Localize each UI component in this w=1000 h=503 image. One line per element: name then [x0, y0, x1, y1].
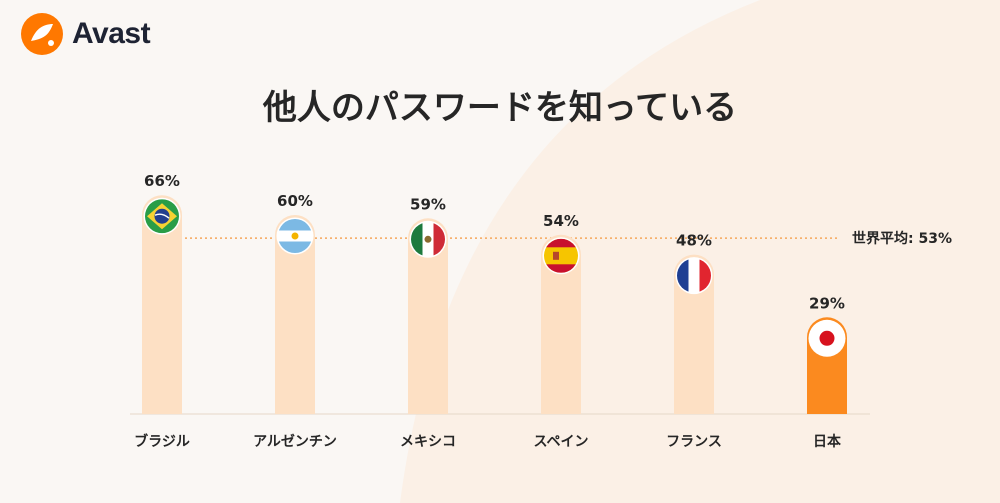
category-label: 日本	[813, 433, 842, 450]
value-label: 48%	[676, 232, 712, 250]
mexico-flag-icon	[411, 222, 445, 257]
france-flag-icon	[677, 258, 711, 293]
japan-flag-icon	[810, 321, 844, 356]
argentina-flag-icon	[278, 219, 312, 253]
bar-group: 29% 日本	[807, 294, 847, 450]
bar	[674, 254, 714, 414]
avast-logo: Avast	[20, 12, 151, 56]
category-label: アルゼンチン	[253, 433, 337, 450]
bars-group: 66% ブラジル 60% アルゼンチン 59% メキシコ 54% スペイン 48% フランス 29%…	[134, 172, 847, 450]
bar-group: 59% メキシコ	[400, 195, 456, 450]
value-label: 54%	[543, 212, 579, 230]
bar	[142, 195, 182, 414]
bar	[275, 215, 315, 414]
brand-name: Avast	[72, 17, 151, 50]
bar	[408, 218, 448, 414]
category-label: メキシコ	[400, 434, 456, 450]
bar-group: 60% アルゼンチン	[253, 192, 337, 450]
value-label: 59%	[410, 195, 446, 213]
bar	[541, 234, 581, 414]
category-label: スペイン	[533, 434, 588, 450]
chart-title: 他人のパスワードを知っている	[262, 88, 738, 128]
brazil-flag-icon	[145, 199, 179, 234]
bar-group: 48% フランス	[666, 232, 722, 450]
spain-flag-icon	[544, 238, 578, 273]
value-label: 29%	[809, 294, 845, 312]
category-label: ブラジル	[134, 433, 190, 450]
world-average-label: 世界平均: 53%	[852, 230, 952, 247]
value-label: 66%	[144, 172, 180, 190]
avast-logo-icon	[21, 13, 63, 55]
value-label: 60%	[277, 192, 313, 210]
bar-group: 54% スペイン	[533, 212, 588, 450]
category-label: フランス	[666, 434, 722, 450]
bar-group: 66% ブラジル	[134, 172, 190, 450]
